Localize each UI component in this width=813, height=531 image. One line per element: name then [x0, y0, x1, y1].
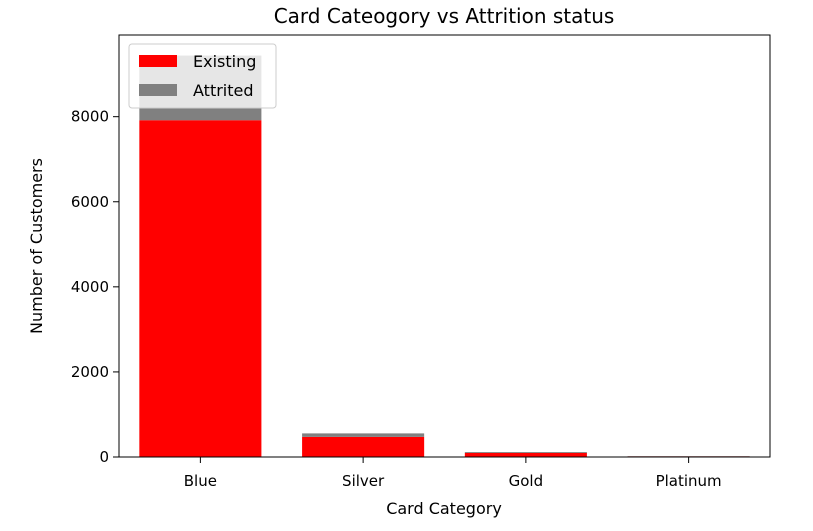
x-tick-label: Platinum: [656, 472, 722, 490]
x-axis-label: Card Category: [386, 499, 502, 518]
y-tick-label: 4000: [71, 278, 109, 296]
legend-swatch-attrited: [139, 84, 177, 96]
bar-attrited-silver: [302, 433, 425, 437]
legend-swatch-existing: [139, 55, 177, 67]
legend-label-attrited: Attrited: [193, 81, 254, 100]
y-tick-label: 8000: [71, 108, 109, 126]
x-axis: Blue Silver Gold Platinum: [184, 457, 722, 490]
bar-attrited-gold: [464, 452, 587, 453]
bar-existing-silver: [302, 436, 425, 457]
plot-frame: [118, 34, 771, 458]
y-axis: 0 2000 4000 6000 8000: [71, 108, 119, 466]
y-axis-label: Number of Customers: [27, 158, 46, 334]
legend: Existing Attrited: [128, 43, 277, 109]
y-tick-label: 6000: [71, 193, 109, 211]
legend-label-existing: Existing: [193, 52, 256, 71]
bar-existing-gold: [464, 452, 587, 457]
bar-existing-blue: [139, 120, 262, 458]
bars-group: [139, 55, 750, 458]
x-tick-label: Silver: [342, 472, 385, 490]
y-tick-label: 2000: [71, 363, 109, 381]
x-tick-label: Blue: [184, 472, 217, 490]
x-tick-label: Gold: [509, 472, 544, 490]
y-tick-label: 0: [99, 448, 109, 466]
chart-title: Card Cateogory vs Attrition status: [274, 4, 615, 28]
